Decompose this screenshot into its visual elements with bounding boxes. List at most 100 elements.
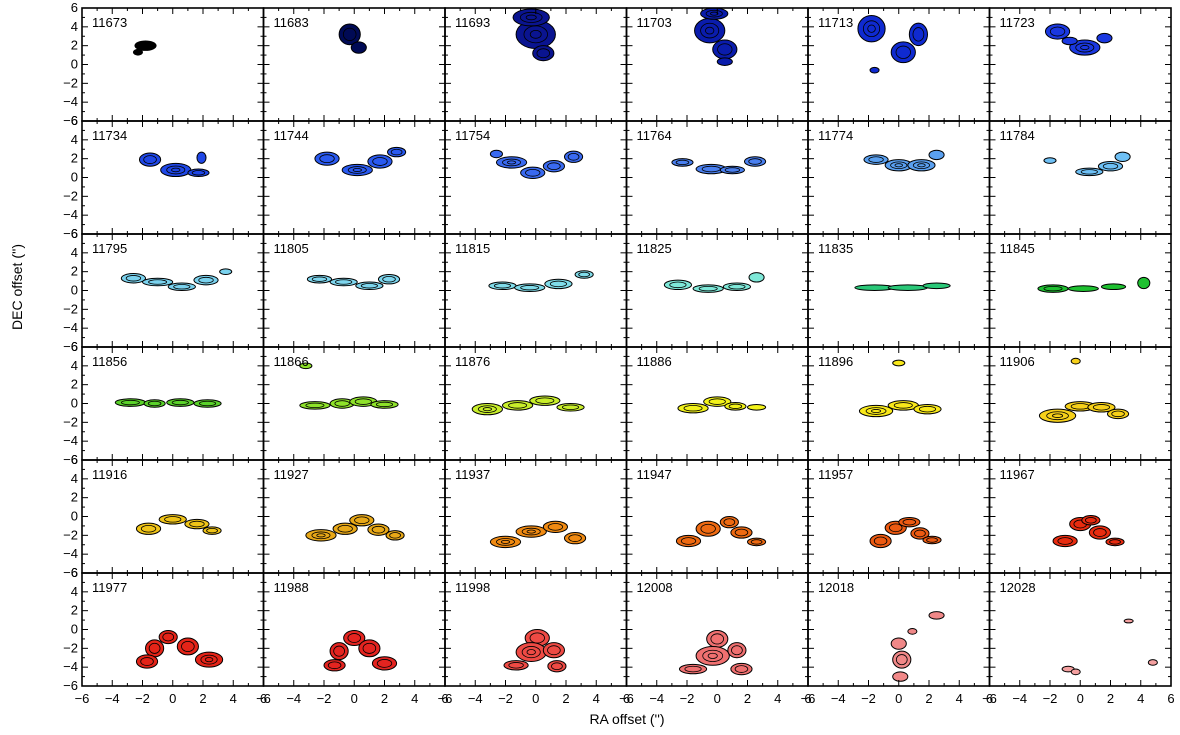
inner-contour [347, 633, 362, 643]
inner-contour [750, 539, 763, 545]
x-tick-label: −6 [619, 691, 634, 706]
emission-contour [892, 650, 912, 669]
contour-group [677, 396, 767, 414]
emission-contour [196, 151, 207, 164]
contour-group [678, 629, 753, 676]
emission-contour [495, 156, 528, 169]
contour-group [863, 149, 945, 172]
peak-contour [506, 160, 517, 165]
emission-contour [158, 629, 178, 645]
y-tick-label: −6 [63, 113, 78, 128]
inner-contour [748, 158, 762, 165]
inner-contour [547, 162, 561, 170]
channel-velocity-label: 11886 [637, 354, 672, 369]
channel-velocity-label: 11845 [1000, 241, 1035, 256]
emission-contour [663, 279, 693, 291]
channel-velocity-label: 11835 [818, 241, 853, 256]
emission-contour [194, 651, 224, 668]
emission-contour [299, 401, 331, 410]
channel-velocity-label: 11713 [818, 15, 853, 30]
channel-panel: 11673 −6 −4 −2 0 2 4 6 [63, 0, 265, 128]
inner-contour [1093, 528, 1107, 537]
channel-velocity-label: 11906 [1000, 354, 1035, 369]
inner-contour [700, 22, 720, 39]
emission-contour [692, 284, 724, 293]
inner-contour [372, 157, 388, 166]
inner-contour [342, 27, 357, 41]
x-tick-label: 2 [381, 691, 388, 706]
emission-contour [142, 277, 174, 287]
y-tick-label: −2 [63, 414, 78, 429]
inner-contour [125, 275, 142, 282]
emission-contour [1069, 39, 1101, 56]
y-tick-label: −2 [63, 75, 78, 90]
x-axis-title: RA offset ('') [589, 711, 664, 727]
emission-contour [887, 284, 928, 291]
x-tick-label: −4 [831, 691, 846, 706]
x-tick-label: 0 [714, 691, 721, 706]
emission-contour [489, 535, 522, 549]
channel-panel: 11764 [625, 120, 809, 235]
channel-panel: 12008 −6 −4 −2 0 2 4 6 [619, 572, 812, 706]
channel-panel: 11845 [988, 233, 1172, 348]
channel-velocity-label: 11764 [637, 128, 672, 143]
inner-contour [926, 537, 938, 543]
channel-panel: 11784 [988, 120, 1172, 235]
inner-contour [200, 654, 218, 665]
emission-contour [167, 282, 196, 292]
y-tick-label: −6 [63, 339, 78, 354]
inner-contour [166, 165, 186, 175]
inner-contour [1092, 404, 1110, 411]
emission-contour [712, 39, 738, 60]
x-tick-label: −2 [317, 691, 332, 706]
inner-contour [723, 518, 736, 526]
contour-group [694, 8, 738, 66]
channel-panel: 11927 [262, 459, 446, 574]
x-tick-label: 6 [260, 691, 267, 706]
inner-contour [496, 538, 515, 546]
x-tick-label: −2 [135, 691, 150, 706]
emission-contour [1067, 285, 1099, 292]
inner-contour [895, 45, 911, 59]
inner-contour [683, 404, 703, 412]
y-tick-label: 0 [71, 622, 78, 637]
emission-contour [387, 146, 407, 158]
emission-contour [556, 403, 585, 412]
x-tick-label: −4 [1012, 691, 1027, 706]
emission-contour [332, 522, 358, 535]
emission-contour [719, 165, 745, 175]
emission-contour [1097, 160, 1124, 172]
y-tick-label: 6 [71, 339, 78, 354]
x-tick-label: 4 [593, 691, 600, 706]
y-tick-label: 6 [71, 565, 78, 580]
contour-group [663, 272, 765, 293]
inner-contour [865, 407, 887, 415]
emission-contour [314, 151, 340, 166]
emission-contour [890, 637, 907, 650]
inner-contour [327, 661, 342, 670]
x-tick-label: 4 [956, 691, 963, 706]
peak-contour [705, 26, 715, 35]
inner-contour [1111, 410, 1125, 418]
contour-group [675, 516, 767, 548]
inner-contour [354, 516, 370, 525]
emission-contour [1137, 276, 1151, 290]
inner-contour [371, 525, 386, 534]
emission-contour [678, 663, 708, 675]
emission-contour [135, 522, 162, 535]
emission-contour [306, 274, 333, 284]
emission-contour [1100, 283, 1127, 291]
emission-contour [898, 516, 921, 528]
channel-velocity-label: 11744 [274, 128, 309, 143]
inner-contour [493, 283, 512, 289]
channel-panel: 12018 −6 −4 −2 0 2 4 6 [801, 572, 993, 706]
inner-contour [1049, 26, 1066, 37]
emission-contour [193, 274, 219, 286]
emission-contour [727, 642, 747, 659]
y-tick-label: −4 [63, 207, 78, 222]
emission-contour [329, 642, 349, 661]
inner-contour [547, 523, 564, 531]
emission-contour [134, 40, 157, 51]
emission-contour [858, 404, 894, 418]
channel-velocity-label: 11805 [274, 241, 309, 256]
